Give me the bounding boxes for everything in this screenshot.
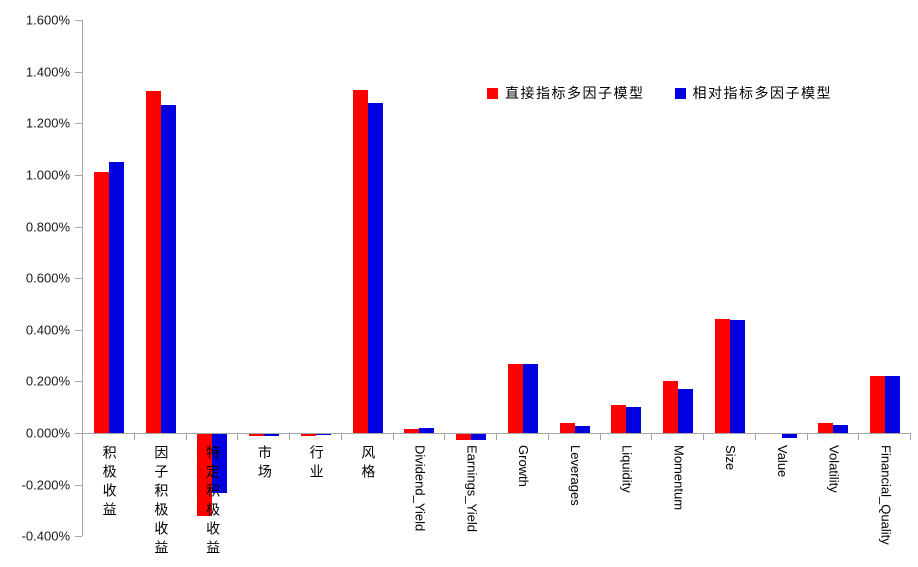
x-axis-category-label: Momentum xyxy=(671,445,687,511)
bar-red xyxy=(300,434,316,436)
bar-blue xyxy=(367,103,383,433)
legend: 直接指标多因子模型 相对指标多因子模型 xyxy=(487,83,832,103)
x-axis-category-label: 市场 xyxy=(256,445,273,483)
bar-red xyxy=(507,363,523,433)
x-axis-category-label: Dividend_Yield xyxy=(412,445,428,532)
y-axis-tick-label: 0.600% xyxy=(25,270,70,286)
y-axis-tick xyxy=(75,484,82,486)
y-axis-tick xyxy=(75,175,82,176)
y-axis-tick-label: 1.000% xyxy=(25,167,70,183)
bar-blue xyxy=(729,319,745,433)
legend-swatch-blue xyxy=(674,87,686,99)
x-axis-category-label: 因子积极收益 xyxy=(153,445,170,559)
x-axis-tick xyxy=(496,433,497,440)
y-axis-tick-label: -0.400% xyxy=(21,528,70,544)
bar-red xyxy=(404,429,420,433)
bar-blue xyxy=(160,105,176,433)
x-axis-category-label: 风格 xyxy=(360,445,377,483)
bar-blue xyxy=(678,388,694,433)
y-axis-tick xyxy=(75,381,82,383)
x-axis-tick xyxy=(547,433,549,440)
x-axis-tick xyxy=(82,433,83,440)
x-axis-tick xyxy=(651,433,653,440)
bar-blue xyxy=(626,407,642,433)
y-axis-tick-label: 1.400% xyxy=(25,64,70,80)
y-axis-tick xyxy=(75,329,82,331)
legend-swatch-red xyxy=(487,87,498,99)
bar-red xyxy=(93,172,109,433)
bar-blue xyxy=(471,434,487,440)
x-axis-category-label: 积极收益 xyxy=(101,445,118,521)
y-axis-tick xyxy=(75,433,82,434)
y-axis-tick xyxy=(75,278,82,280)
y-axis-tick xyxy=(75,226,82,228)
x-axis-category-label: 行业 xyxy=(308,445,325,483)
x-axis-tick xyxy=(185,433,187,440)
x-axis-category-label: Financial_Quality xyxy=(878,445,894,545)
x-axis-tick xyxy=(392,433,394,440)
bar-red xyxy=(352,90,368,433)
x-axis-tick xyxy=(340,433,342,440)
legend-label-direct-model: 直接指标多因子模型 xyxy=(505,85,645,101)
bar-blue xyxy=(833,425,849,433)
bar-red xyxy=(197,434,213,517)
y-axis-tick-label: 0.200% xyxy=(25,373,70,389)
x-axis-tick xyxy=(703,433,704,440)
x-axis-category-label: Growth xyxy=(516,445,532,487)
y-axis-tick-label: 0.400% xyxy=(25,322,70,338)
x-axis-tick xyxy=(133,433,135,440)
bar-blue xyxy=(885,375,901,433)
bar-red xyxy=(818,422,834,433)
bar-blue xyxy=(212,434,228,493)
bar-blue xyxy=(315,434,331,435)
x-axis-tick xyxy=(858,433,860,440)
x-axis-tick xyxy=(599,433,601,440)
y-axis-tick xyxy=(75,20,82,22)
bar-red xyxy=(559,423,575,433)
x-axis-tick xyxy=(237,433,239,440)
y-axis-tick xyxy=(75,123,82,125)
x-axis-category-label: Size xyxy=(723,445,739,471)
x-axis-tick xyxy=(910,433,911,440)
bar-red xyxy=(870,376,886,433)
bar-blue xyxy=(781,434,797,438)
x-axis-tick xyxy=(754,433,756,440)
x-axis-category-label: Value xyxy=(774,445,790,478)
x-axis-category-label: Leverages xyxy=(567,445,583,506)
y-axis-line xyxy=(82,20,83,537)
bar-red xyxy=(714,318,730,433)
bar-red xyxy=(663,380,679,433)
x-axis-tick xyxy=(806,433,808,440)
bar-red xyxy=(456,434,472,440)
x-axis-tick xyxy=(444,433,446,440)
x-axis-category-label: Liquidity xyxy=(619,445,635,493)
legend-item-relative-model: 相对指标多因子模型 xyxy=(674,83,833,103)
y-axis-tick xyxy=(75,536,82,538)
bar-red xyxy=(249,434,265,437)
x-axis-category-label: Volatility xyxy=(826,445,842,493)
y-axis-tick xyxy=(75,71,82,73)
legend-item-direct-model: 直接指标多因子模型 xyxy=(487,83,645,103)
bar-blue xyxy=(264,434,280,437)
bar-blue xyxy=(522,363,538,433)
y-axis-tick-label: 1.200% xyxy=(25,115,70,131)
bar-blue xyxy=(574,425,590,433)
x-axis-tick xyxy=(289,433,290,440)
y-axis-tick-label: 0.000% xyxy=(25,425,70,441)
y-axis-tick-label: 0.800% xyxy=(25,219,70,235)
bar-red xyxy=(611,405,627,433)
x-axis-category-label: 特定积极收益 xyxy=(205,445,222,559)
bar-blue xyxy=(419,428,435,433)
bar-red xyxy=(145,91,161,433)
bar-blue xyxy=(108,162,124,433)
y-axis-tick-label: -0.200% xyxy=(21,477,70,493)
legend-label-relative-model: 相对指标多因子模型 xyxy=(692,85,832,101)
x-axis-category-label: Earnings_Yield xyxy=(464,445,480,532)
y-axis-tick-label: 1.600% xyxy=(25,12,70,28)
